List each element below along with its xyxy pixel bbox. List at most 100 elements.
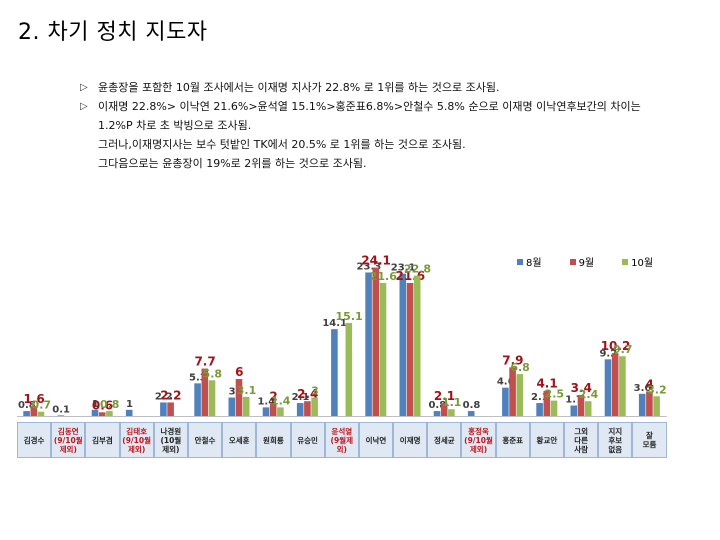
bar-9월-16 bbox=[577, 395, 585, 416]
note-line: ▷ 이재명 22.8%> 이낙연 21.6%>윤석열 15.1%>홍준표6.8%>… bbox=[80, 97, 700, 116]
bar-8월-15 bbox=[536, 403, 543, 416]
bar-9월-6 bbox=[235, 379, 243, 416]
data-label: 5.3 bbox=[189, 372, 207, 383]
bar-8월-1 bbox=[57, 415, 65, 416]
category-cell: 김부겸 bbox=[85, 422, 120, 458]
data-label: 0.1 bbox=[52, 404, 70, 415]
category-label: 유승민 bbox=[297, 435, 318, 445]
category-label: 정세균 bbox=[433, 435, 455, 445]
data-label: 23.3 bbox=[357, 261, 382, 272]
legend-swatch-icon bbox=[569, 258, 576, 265]
data-label: 2.1 bbox=[434, 389, 455, 403]
bar-8월-11 bbox=[399, 273, 407, 416]
note-line: 그러나,이재명지사는 보수 텃밭인 TK에서 20.5% 로 1위를 하는 것으… bbox=[80, 135, 700, 154]
data-label: 2.1 bbox=[531, 392, 549, 403]
legend-label: 8월 bbox=[526, 258, 542, 269]
bar-10월-6 bbox=[242, 396, 250, 416]
data-label: 4 bbox=[646, 377, 654, 391]
bar-10월-2 bbox=[106, 411, 113, 416]
bar-9월-12 bbox=[440, 403, 448, 416]
bar-10월-0 bbox=[37, 411, 45, 416]
bar-8월-2 bbox=[91, 409, 99, 416]
category-cell: 홍정욱 (9/10월 제외) bbox=[461, 422, 496, 458]
data-label: 0.8 bbox=[463, 400, 481, 411]
bar-9월-0 bbox=[30, 406, 38, 416]
category-label: 지지 후보 없음 bbox=[608, 426, 623, 454]
data-label: 2.1 bbox=[292, 392, 310, 403]
bar-10월-12 bbox=[448, 409, 455, 416]
bar-8월-6 bbox=[228, 397, 236, 416]
bar-8월-8 bbox=[296, 403, 304, 416]
category-label: 오세훈 bbox=[228, 435, 250, 445]
bar-10월-8 bbox=[311, 397, 318, 416]
data-label: 21.6 bbox=[370, 270, 397, 283]
bar-8월-7 bbox=[262, 407, 270, 416]
data-label: 1.6 bbox=[23, 392, 44, 406]
bar-9월-14 bbox=[509, 367, 516, 416]
data-label: 2.2 bbox=[160, 388, 181, 402]
data-label: 3.1 bbox=[237, 384, 257, 397]
data-label: 6.8 bbox=[510, 361, 530, 374]
note-text: 이재명 22.8%> 이낙연 21.6%>윤석열 15.1%>홍준표6.8%>안… bbox=[98, 100, 641, 113]
data-label: 0.8 bbox=[18, 400, 36, 411]
bar-9월-7 bbox=[269, 403, 277, 416]
category-axis-table: 김경수 김동연 (9/10월 제외) 김부겸 김태호 (9/10월 제외) 나경원 (1… bbox=[17, 422, 667, 458]
bar-8월-4 bbox=[160, 402, 167, 416]
note-line: 1.2%P 차로 초 박빙으로 조사됨. bbox=[80, 116, 700, 135]
triangle-bullet-icon: ▷ bbox=[80, 82, 88, 93]
category-label: 김동연 (9/10월 제외) bbox=[53, 426, 83, 454]
category-cell: 잘 모름 bbox=[632, 422, 667, 458]
category-label: 이낙연 bbox=[365, 435, 387, 445]
category-cell: 안철수 bbox=[187, 422, 223, 458]
bar-8월-10 bbox=[365, 272, 372, 416]
bar-9월-10 bbox=[372, 267, 380, 416]
category-cell: 이재명 bbox=[393, 422, 428, 458]
data-label: 24.1 bbox=[361, 254, 391, 268]
note-text: 그다음으로는 윤총장이 19%로 2위를 하는 것으로 조사됨. bbox=[98, 157, 367, 170]
category-cell: 오세훈 bbox=[222, 422, 257, 458]
category-cell: 김태호 (9/10월 제외) bbox=[119, 422, 154, 458]
category-cell: 홍준표 bbox=[495, 422, 530, 458]
data-label: 3.4 bbox=[571, 381, 592, 395]
category-cell: 원희룡 bbox=[256, 422, 291, 458]
data-label: 10.2 bbox=[601, 339, 631, 353]
category-cell: 지지 후보 없음 bbox=[598, 422, 633, 458]
data-label: 7.7 bbox=[194, 355, 215, 369]
data-label: 15.1 bbox=[336, 310, 363, 323]
category-label: 홍정욱 (9/10월 제외) bbox=[464, 426, 493, 454]
bar-9월-17 bbox=[611, 353, 619, 416]
data-label: 5.8 bbox=[203, 367, 223, 380]
bar-10월-5 bbox=[208, 380, 216, 416]
category-label: 원희룡 bbox=[263, 435, 284, 445]
bar-9월-2 bbox=[98, 412, 106, 416]
category-label: 김부겸 bbox=[92, 435, 113, 445]
data-label: 3.6 bbox=[634, 383, 652, 394]
category-label: 김경수 bbox=[23, 435, 45, 445]
legend-label: 10월 bbox=[631, 258, 654, 269]
category-label: 홍준표 bbox=[502, 435, 524, 445]
data-label: 6 bbox=[235, 365, 243, 379]
category-cell: 윤석열 (9월제외) bbox=[324, 422, 359, 458]
note-text: 그러나,이재명지사는 보수 텃밭인 TK에서 20.5% 로 1위를 하는 것으… bbox=[98, 138, 466, 151]
bar-8월-0 bbox=[23, 411, 30, 416]
data-label: 9.2 bbox=[599, 348, 617, 359]
category-cell: 유승민 bbox=[290, 422, 325, 458]
data-label: 23.1 bbox=[391, 263, 416, 274]
data-label: 0.6 bbox=[92, 398, 113, 412]
category-label: 나경원 (10월 제외) bbox=[160, 426, 182, 454]
note-line: 그다음으로는 윤총장이 19%로 2위를 하는 것으로 조사됨. bbox=[80, 154, 700, 173]
note-text: 1.2%P 차로 초 박빙으로 조사됨. bbox=[98, 119, 252, 132]
bar-8월-13 bbox=[467, 411, 475, 416]
data-label: 1.4 bbox=[257, 396, 275, 407]
legend-swatch-icon bbox=[622, 258, 629, 265]
note-line: ▷ 윤총장을 포함한 10월 조사에서는 이재명 지사가 22.8% 로 1위를 … bbox=[80, 78, 700, 97]
data-label: 2.5 bbox=[545, 388, 565, 401]
bar-10월-16 bbox=[584, 401, 592, 416]
category-cell: 이낙연 bbox=[358, 422, 394, 458]
bar-10월-11 bbox=[413, 275, 421, 416]
category-label: 그외 다른 사람 bbox=[574, 426, 588, 454]
bar-10월-10 bbox=[379, 282, 387, 416]
category-label: 윤석열 (9월제외) bbox=[330, 426, 353, 454]
legend-item: 10월 bbox=[622, 254, 653, 269]
note-text: 윤총장을 포함한 10월 조사에서는 이재명 지사가 22.8% 로 1위를 하… bbox=[98, 81, 500, 94]
